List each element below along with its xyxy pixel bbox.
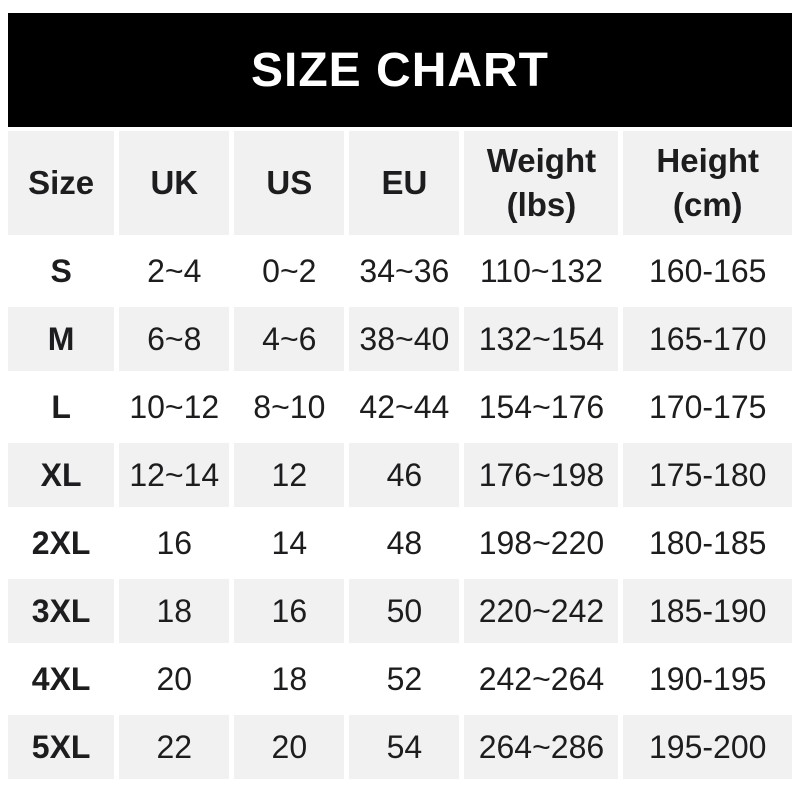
table-row-xl: XL 12~14 12 46 176~198 175-180 [8,443,792,507]
weight-cell: 176~198 [464,443,619,507]
us-cell: 0~2 [234,239,345,303]
size-cell: 5XL [8,715,115,779]
us-cell: 4~6 [234,307,345,371]
eu-cell: 38~40 [349,307,460,371]
eu-cell: 34~36 [349,239,460,303]
uk-cell: 6~8 [119,307,230,371]
height-cell: 190-195 [623,647,792,711]
column-header-height-label: Height [656,142,760,180]
table-row-s: S 2~4 0~2 34~36 110~132 160-165 [8,239,792,303]
weight-cell: 242~264 [464,647,619,711]
us-cell: 12 [234,443,345,507]
size-chart-banner: SIZE CHART [8,13,792,127]
eu-cell: 52 [349,647,460,711]
size-cell: 3XL [8,579,115,643]
eu-cell: 48 [349,511,460,575]
size-table-header: Size UK US EU Weight (lbs) Height (cm) [8,131,792,235]
height-cell: 175-180 [623,443,792,507]
us-cell: 8~10 [234,375,345,439]
header-row: Size UK US EU Weight (lbs) Height (cm) [8,131,792,235]
height-cell: 195-200 [623,715,792,779]
column-header-size-label: Size [28,164,95,202]
weight-cell: 198~220 [464,511,619,575]
column-header-us: US [234,131,345,235]
table-row-3xl: 3XL 18 16 50 220~242 185-190 [8,579,792,643]
column-header-size: Size [8,131,115,235]
height-cell: 185-190 [623,579,792,643]
table-row-2xl: 2XL 16 14 48 198~220 180-185 [8,511,792,575]
height-cell: 165-170 [623,307,792,371]
size-cell: 2XL [8,511,115,575]
us-cell: 20 [234,715,345,779]
uk-cell: 18 [119,579,230,643]
table-row-l: L 10~12 8~10 42~44 154~176 170-175 [8,375,792,439]
table-row-5xl: 5XL 22 20 54 264~286 195-200 [8,715,792,779]
column-header-weight-unit: (lbs) [506,186,577,223]
uk-cell: 10~12 [119,375,230,439]
size-cell: L [8,375,115,439]
page-title: SIZE CHART [251,43,549,97]
column-header-uk-label: UK [150,164,199,202]
size-table: Size UK US EU Weight (lbs) Height (cm) S 2… [3,127,797,783]
eu-cell: 54 [349,715,460,779]
weight-cell: 132~154 [464,307,619,371]
table-row-4xl: 4XL 20 18 52 242~264 190-195 [8,647,792,711]
size-cell: XL [8,443,115,507]
weight-cell: 110~132 [464,239,619,303]
uk-cell: 20 [119,647,230,711]
eu-cell: 50 [349,579,460,643]
size-cell: M [8,307,115,371]
column-header-height-unit: (cm) [672,186,743,223]
height-cell: 170-175 [623,375,792,439]
size-cell: 4XL [8,647,115,711]
us-cell: 16 [234,579,345,643]
weight-cell: 264~286 [464,715,619,779]
table-row-m: M 6~8 4~6 38~40 132~154 165-170 [8,307,792,371]
size-cell: S [8,239,115,303]
column-header-weight: Weight (lbs) [464,131,619,235]
eu-cell: 42~44 [349,375,460,439]
column-header-us-label: US [266,164,313,202]
weight-cell: 154~176 [464,375,619,439]
height-cell: 160-165 [623,239,792,303]
uk-cell: 16 [119,511,230,575]
uk-cell: 22 [119,715,230,779]
eu-cell: 46 [349,443,460,507]
height-cell: 180-185 [623,511,792,575]
us-cell: 18 [234,647,345,711]
us-cell: 14 [234,511,345,575]
uk-cell: 2~4 [119,239,230,303]
uk-cell: 12~14 [119,443,230,507]
column-header-eu-label: EU [381,164,428,202]
column-header-uk: UK [119,131,230,235]
weight-cell: 220~242 [464,579,619,643]
column-header-weight-label: Weight [486,142,597,180]
column-header-height: Height (cm) [623,131,792,235]
column-header-eu: EU [349,131,460,235]
size-table-body: S 2~4 0~2 34~36 110~132 160-165 M 6~8 4~… [8,239,792,779]
